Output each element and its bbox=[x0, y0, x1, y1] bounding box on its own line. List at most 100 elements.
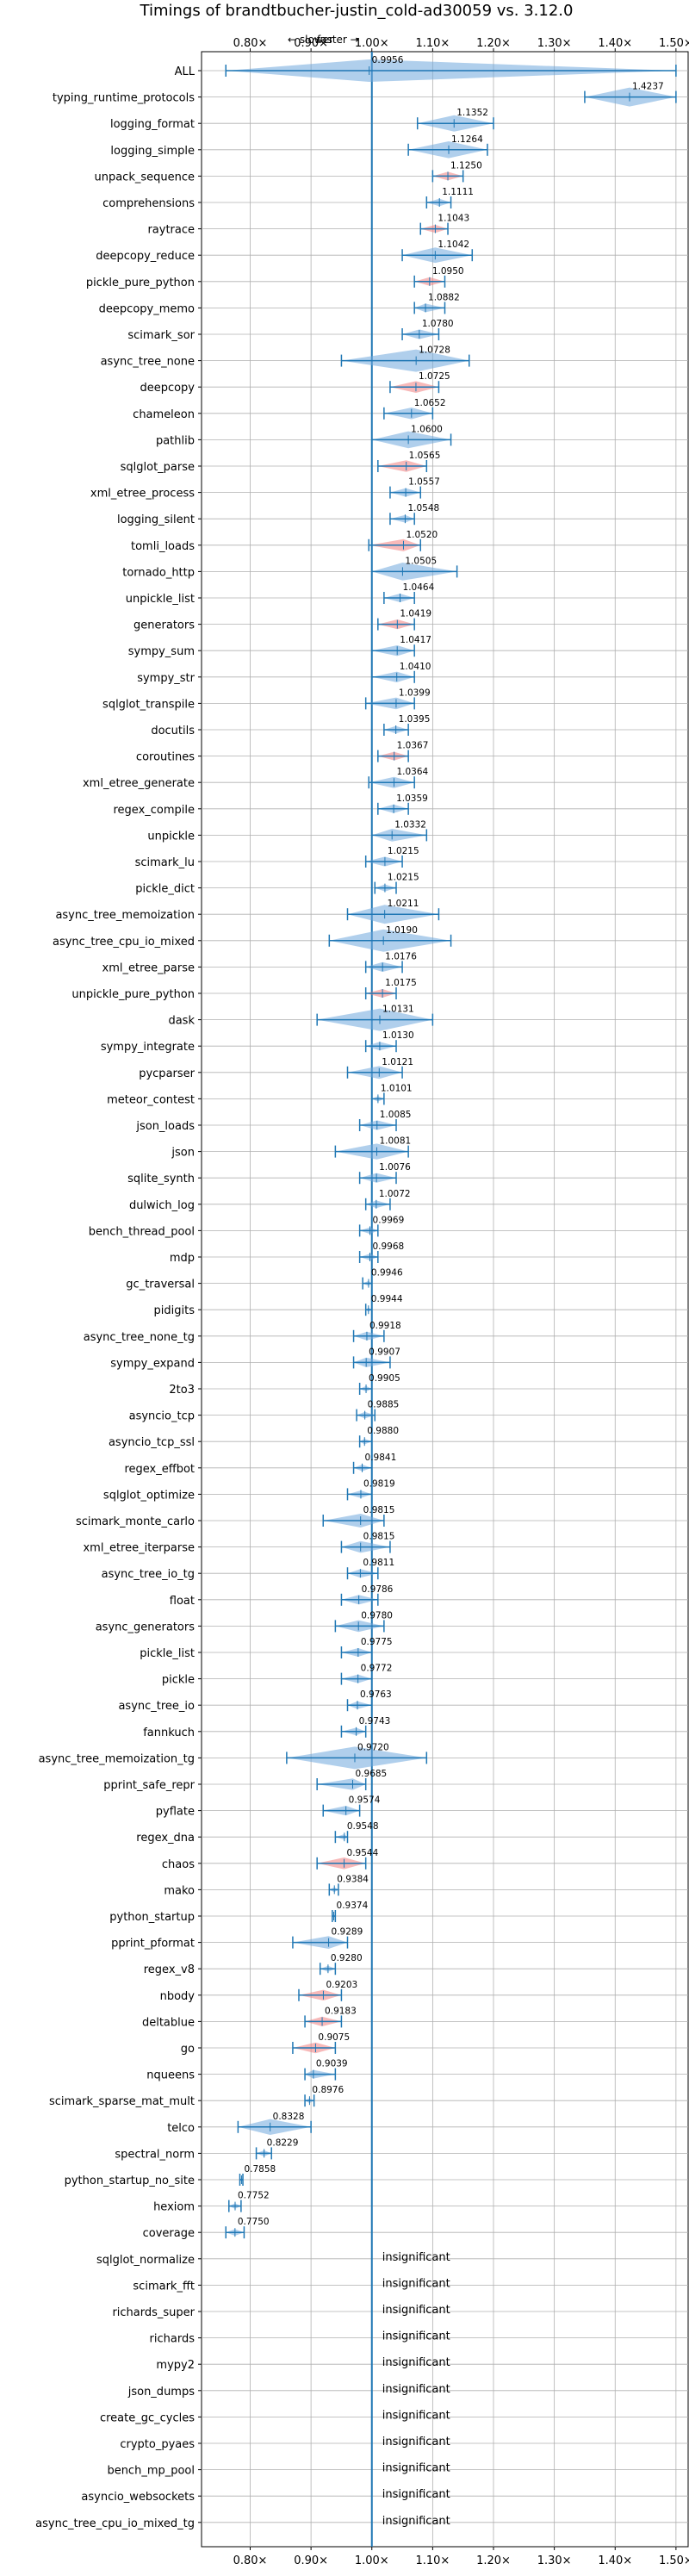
plot-area bbox=[201, 51, 689, 2548]
value-label: 0.9968 bbox=[372, 1241, 404, 1252]
direction-annotation: ← slower faster → bbox=[288, 34, 359, 46]
value-label: 1.0565 bbox=[409, 451, 441, 461]
value-label: 1.0410 bbox=[400, 662, 431, 672]
y-label: sqlite_synth bbox=[127, 1173, 195, 1185]
violins: 0.9956 1.4237 1.1352 1.1264 1.1250 1.1111 1.10… bbox=[225, 52, 677, 2547]
y-label: pickle_list bbox=[140, 1647, 195, 1660]
value-label: 0.9944 bbox=[371, 1294, 403, 1304]
y-label: pprint_pformat bbox=[111, 1938, 195, 1951]
value-label: 0.9720 bbox=[357, 1742, 389, 1752]
y-label: tomli_loads bbox=[131, 540, 195, 553]
insignificant-label: insignificant bbox=[382, 2488, 450, 2501]
value-label: 1.0176 bbox=[385, 951, 417, 961]
value-label: 0.9544 bbox=[347, 1848, 379, 1858]
y-label: meteor_contest bbox=[107, 1093, 195, 1106]
x-tick-label: 1.10× bbox=[415, 37, 450, 50]
x-tick-label: 1.00× bbox=[355, 2554, 389, 2567]
y-label: float bbox=[170, 1595, 195, 1608]
value-label: 0.8229 bbox=[267, 2137, 299, 2148]
insignificant-label: insignificant bbox=[382, 2304, 450, 2317]
value-label: 0.9811 bbox=[363, 1558, 394, 1568]
y-label: chaos bbox=[162, 1858, 195, 1871]
value-label: 0.9780 bbox=[361, 1610, 393, 1621]
y-label: crypto_pyaes bbox=[120, 2438, 195, 2451]
y-label: dask bbox=[168, 1015, 195, 1028]
y-label: scimark_lu bbox=[135, 856, 195, 869]
y-label: asyncio_websockets bbox=[81, 2491, 195, 2504]
y-label: unpickle bbox=[147, 830, 195, 843]
y-label: scimark_monte_carlo bbox=[76, 1515, 195, 1528]
y-label: async_tree_io_tg bbox=[102, 1568, 195, 1581]
y-label: richards_super bbox=[112, 2306, 195, 2319]
x-tick-label: 1.50× bbox=[659, 2554, 689, 2567]
y-label: json_dumps bbox=[127, 2386, 195, 2399]
value-label: 1.0211 bbox=[388, 899, 419, 909]
value-label: 1.0399 bbox=[399, 688, 431, 698]
value-label: 1.1250 bbox=[450, 160, 482, 171]
y-label: docutils bbox=[151, 725, 195, 737]
insignificant-label: insignificant bbox=[382, 2462, 450, 2475]
value-label: 0.7750 bbox=[238, 2217, 270, 2227]
value-label: 1.0215 bbox=[388, 873, 419, 883]
value-label: 1.0548 bbox=[407, 503, 439, 513]
y-label: coverage bbox=[143, 2227, 195, 2240]
value-label: 1.0950 bbox=[432, 266, 464, 277]
grid bbox=[202, 52, 688, 2547]
y-label: mypy2 bbox=[156, 2359, 195, 2372]
y-label: deltablue bbox=[142, 2016, 195, 2029]
y-label: pickle_pure_python bbox=[86, 277, 195, 289]
y-label: async_tree_none_tg bbox=[84, 1331, 195, 1344]
x-tick-label: 0.90× bbox=[294, 2554, 328, 2567]
chart-title: Timings of brandtbucher-justin_cold-ad30… bbox=[140, 2, 574, 20]
y-label: python_startup_no_site bbox=[65, 2175, 195, 2187]
insignificant-label: insignificant bbox=[382, 2251, 450, 2264]
value-label: 0.9289 bbox=[332, 1927, 363, 1938]
value-label: 1.0359 bbox=[396, 793, 428, 804]
value-label: 0.9905 bbox=[369, 1373, 400, 1384]
y-label: bench_mp_pool bbox=[107, 2465, 195, 2478]
y-label: xml_etree_process bbox=[90, 488, 195, 501]
insignificant-label: insignificant bbox=[382, 2330, 450, 2343]
y-label: pycparser bbox=[139, 1067, 195, 1080]
y-label: async_tree_cpu_io_mixed bbox=[53, 936, 195, 949]
y-label: sympy_sum bbox=[128, 645, 195, 658]
y-label: async_generators bbox=[96, 1621, 196, 1633]
y-label: logging_silent bbox=[117, 513, 195, 526]
x-tick-label: 1.40× bbox=[598, 37, 632, 50]
y-label: scimark_sor bbox=[127, 329, 195, 342]
y-label: pidigits bbox=[154, 1304, 196, 1317]
y-label: coroutines bbox=[136, 751, 195, 764]
y-label: logging_simple bbox=[110, 145, 195, 158]
y-label: scimark_sparse_mat_mult bbox=[49, 2095, 195, 2108]
value-label: 0.9880 bbox=[367, 1426, 399, 1436]
value-label: 1.0395 bbox=[399, 714, 431, 725]
value-label: 0.9841 bbox=[365, 1453, 397, 1463]
value-label: 1.0728 bbox=[419, 345, 450, 356]
value-label: 1.0505 bbox=[405, 556, 437, 566]
value-label: 1.1264 bbox=[451, 134, 483, 145]
x-tick-label: 1.10× bbox=[415, 2554, 450, 2567]
value-label: 1.0367 bbox=[397, 741, 429, 751]
value-label: 0.8976 bbox=[312, 2085, 344, 2095]
y-label: sqlglot_transpile bbox=[102, 698, 195, 711]
value-label: 0.9946 bbox=[371, 1268, 403, 1279]
x-tick-label: 0.80× bbox=[233, 37, 268, 50]
y-label: asyncio_tcp bbox=[129, 1410, 195, 1423]
value-label: 1.0076 bbox=[379, 1162, 411, 1173]
y-label: regex_v8 bbox=[144, 1963, 195, 1976]
x-tick-label: 1.40× bbox=[598, 2554, 632, 2567]
y-label: deepcopy_reduce bbox=[96, 250, 195, 263]
y-axis-labels: ALL typing_runtime_protocols logging_forma… bbox=[35, 65, 202, 2530]
y-label: asyncio_tcp_ssl bbox=[109, 1436, 195, 1449]
value-label: 1.0072 bbox=[379, 1189, 411, 1199]
y-label: async_tree_cpu_io_mixed_tg bbox=[35, 2517, 195, 2530]
value-label: 0.9280 bbox=[331, 1953, 363, 1963]
x-tick-label: 1.30× bbox=[537, 37, 572, 50]
value-label: 1.0520 bbox=[406, 530, 438, 540]
value-label: 0.9772 bbox=[361, 1664, 393, 1674]
y-label: typing_runtime_protocols bbox=[53, 92, 195, 105]
value-label: 0.9183 bbox=[325, 2006, 357, 2016]
value-label: 1.0081 bbox=[379, 1136, 411, 1147]
value-label: 1.1043 bbox=[438, 214, 469, 224]
value-label: 1.0332 bbox=[394, 819, 426, 830]
